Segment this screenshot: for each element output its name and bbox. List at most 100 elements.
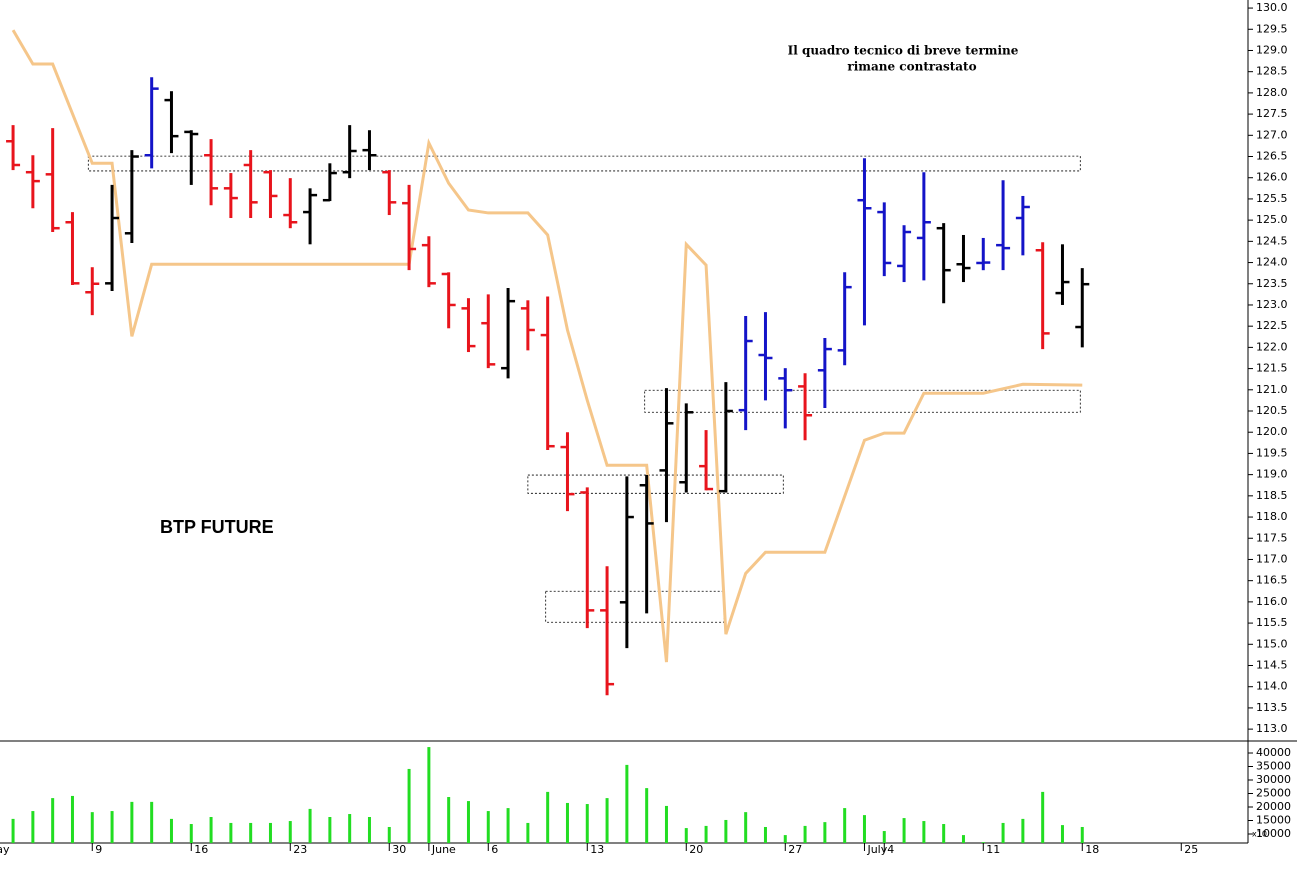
y-tick-label: 25000 (1256, 787, 1291, 800)
volume-bar (862, 815, 866, 843)
volume-bar (249, 822, 253, 843)
x-tick-label: 27 (788, 843, 802, 856)
volume-bar (209, 817, 213, 843)
trend-line (11, 29, 1083, 663)
x-tick-label: 20 (689, 843, 703, 856)
volume-bar (447, 797, 451, 843)
volume-bar (1060, 825, 1064, 843)
y-tick-label: 123.5 (1256, 277, 1288, 290)
volume-bar (942, 824, 946, 843)
y-tick-label: 129.5 (1256, 22, 1288, 35)
y-tick-label: 30000 (1256, 773, 1291, 786)
volume-bar (783, 835, 787, 843)
y-tick-label: 118.0 (1256, 510, 1288, 523)
y-tick-label: 118.5 (1256, 489, 1288, 502)
y-tick-label: 117.0 (1256, 552, 1288, 565)
y-tick-label: 127.0 (1256, 128, 1288, 141)
volume-bar (902, 818, 906, 843)
volume-bar (744, 812, 748, 843)
volume-bar (169, 818, 173, 843)
volume-bar (407, 768, 411, 843)
x-tick-label: 11 (986, 843, 1000, 856)
volume-bar (229, 822, 233, 843)
x-tick-label: 18 (1085, 843, 1099, 856)
volume-bar (585, 804, 589, 843)
volume-bar (1021, 818, 1025, 843)
volume-bar (981, 842, 985, 843)
volume-bar (308, 808, 312, 843)
volume-bar (268, 822, 272, 843)
volume-bar (724, 819, 728, 843)
volume-bar (664, 805, 668, 843)
y-tick-label: 126.0 (1256, 171, 1288, 184)
y-tick-label: 116.0 (1256, 595, 1288, 608)
volume-bar (843, 808, 847, 843)
volume-bar (645, 788, 649, 843)
x-tick-label: 6 (491, 843, 498, 856)
y-tick-label: 10000 (1256, 827, 1291, 840)
x-tick-label: 13 (590, 843, 604, 856)
volume-bar (605, 798, 609, 843)
volume-bar (11, 818, 15, 843)
y-tick-label: 123.0 (1256, 298, 1288, 311)
y-tick-label: 124.0 (1256, 256, 1288, 269)
y-tick-label: 125.0 (1256, 213, 1288, 226)
y-tick-label: 40000 (1256, 746, 1291, 759)
x-tick-label: 4 (887, 843, 894, 856)
volume-bar (110, 811, 114, 843)
volume-bar (1041, 791, 1045, 843)
level-zone (527, 474, 784, 494)
volume-bar (1001, 822, 1005, 843)
y-tick-label: 113.0 (1256, 722, 1288, 735)
annotation: rimane contrastato (847, 60, 976, 74)
volume-bar (882, 831, 886, 843)
x-tick-label: 16 (194, 843, 208, 856)
level-zone (545, 590, 725, 623)
y-tick-label: 120.0 (1256, 425, 1288, 438)
y-tick-label: 128.0 (1256, 86, 1288, 99)
volume-bar (466, 801, 470, 843)
y-tick-label: 127.5 (1256, 107, 1288, 120)
x-tick-label: July (866, 843, 887, 856)
y-tick-label: 124.5 (1256, 234, 1288, 247)
volume-bar (704, 825, 708, 843)
volume-bar (387, 826, 391, 843)
y-tick-label: 116.5 (1256, 574, 1288, 587)
y-tick-label: 126.5 (1256, 150, 1288, 163)
volume-bar (922, 821, 926, 843)
volume-bar (526, 822, 530, 843)
y-tick-label: 114.0 (1256, 680, 1288, 693)
y-tick-label: 15000 (1256, 814, 1291, 827)
y-tick-label: 119.5 (1256, 446, 1288, 459)
y-tick-label: 120.5 (1256, 404, 1288, 417)
level-zone (644, 389, 1081, 413)
volume-bar (328, 817, 332, 843)
x-tick-label: June (431, 843, 456, 856)
volume-bar (684, 828, 688, 843)
x-tick-label: 25 (1184, 843, 1198, 856)
y-tick-label: 117.5 (1256, 531, 1288, 544)
y-tick-label: 113.5 (1256, 701, 1288, 714)
y-tick-label: 35000 (1256, 760, 1291, 773)
y-tick-label: 130.0 (1256, 1, 1288, 14)
volume-bar (546, 791, 550, 843)
y-tick-label: 122.0 (1256, 340, 1288, 353)
y-tick-label: 122.5 (1256, 319, 1288, 332)
volume-bar (288, 821, 292, 843)
volume-bar (130, 801, 134, 843)
x-tick-label: 23 (293, 843, 307, 856)
chart-label: BTP FUTURE (160, 517, 274, 537)
volume-bar (763, 826, 767, 843)
volume-bar (31, 811, 35, 843)
volume-bar (51, 798, 55, 843)
volume-bar (625, 764, 629, 843)
volume-bar (486, 811, 490, 843)
volume-bar (70, 795, 74, 843)
volume-bar (506, 808, 510, 843)
y-tick-label: 121.0 (1256, 383, 1288, 396)
volume-bar (823, 822, 827, 843)
y-tick-label: 125.5 (1256, 192, 1288, 205)
y-tick-label: 115.0 (1256, 637, 1288, 650)
